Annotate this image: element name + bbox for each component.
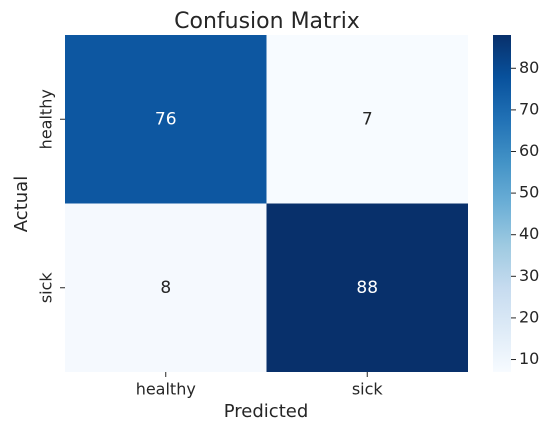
heatmap-cell [266, 35, 468, 204]
x-axis-label: Predicted [224, 401, 309, 422]
x-tick-label: healthy [136, 380, 196, 399]
y-tick-label: healthy [37, 89, 56, 149]
x-tick-label: sick [352, 380, 384, 399]
cell-value-label: 76 [155, 109, 177, 129]
heatmap-cell [266, 203, 468, 372]
colorbar-tick-label: 70 [519, 99, 539, 118]
cell-value-label: 8 [160, 278, 171, 298]
colorbar-tick-label: 60 [519, 141, 539, 160]
colorbar-tick-label: 40 [519, 224, 539, 243]
chart-title: Confusion Matrix [174, 9, 360, 34]
heatmap-cell [65, 203, 267, 372]
colorbar-tick-label: 50 [519, 183, 539, 202]
colorbar [493, 35, 511, 372]
colorbar-tick-label: 20 [519, 307, 539, 326]
cell-value-label: 7 [362, 109, 373, 129]
y-tick-label: sick [37, 272, 56, 304]
heatmap-cell [65, 35, 267, 204]
cell-value-label: 88 [356, 278, 378, 298]
colorbar-tick-label: 10 [519, 349, 539, 368]
colorbar-tick-label: 80 [519, 58, 539, 77]
colorbar-tick-label: 30 [519, 266, 539, 285]
y-axis-label: Actual [11, 176, 32, 232]
